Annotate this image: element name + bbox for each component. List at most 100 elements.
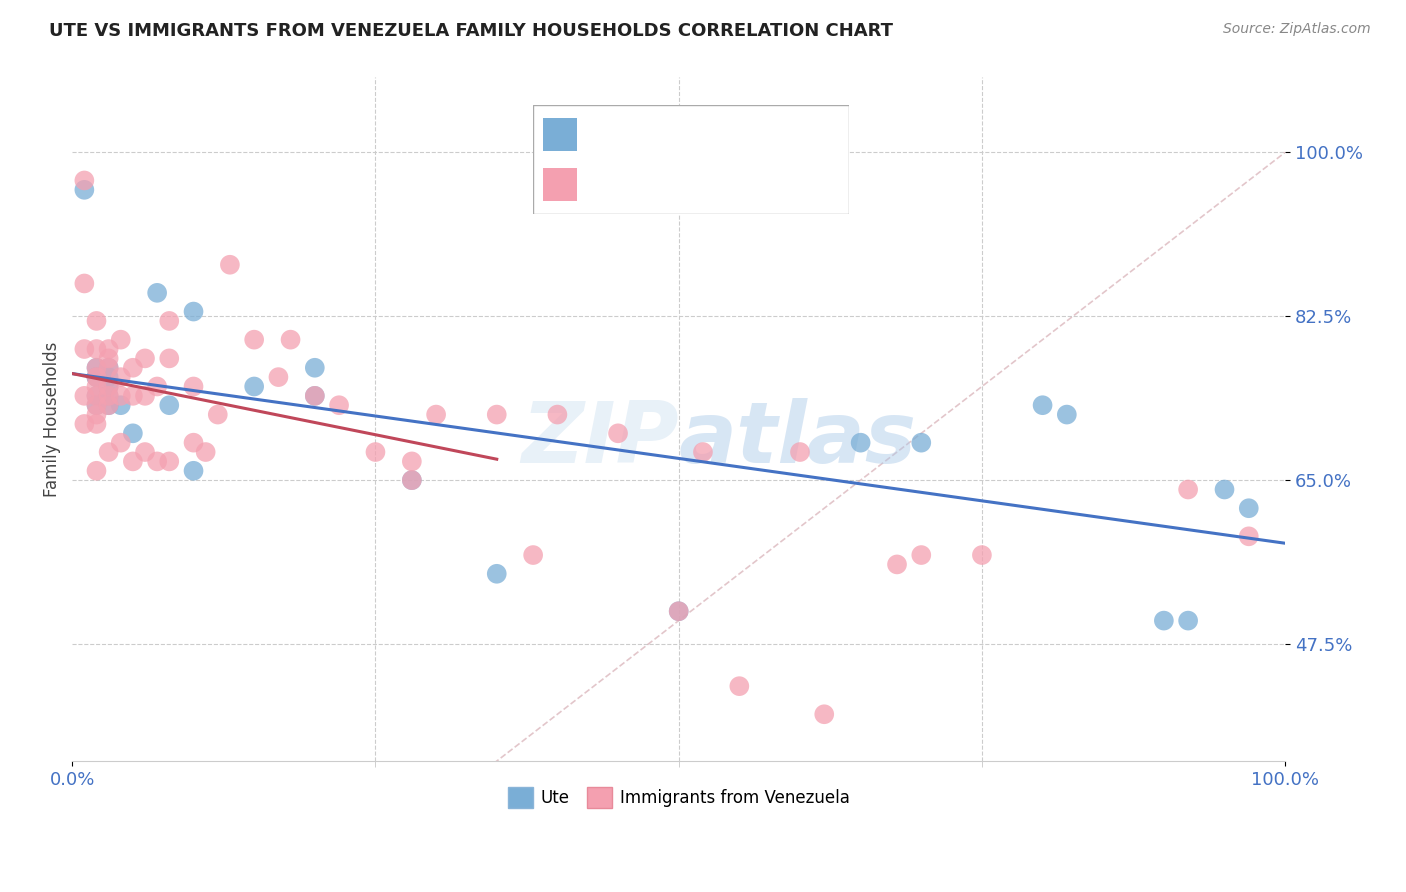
Point (157, 454, 180, 468)
Point (97, 379, 120, 393)
Point (522, 548, 544, 562)
Point (1177, 483, 1199, 497)
Text: ZIP: ZIP (522, 398, 679, 482)
Point (97, 360, 120, 375)
Point (1032, 398, 1054, 412)
Point (122, 426, 145, 441)
Point (86, 360, 108, 375)
Point (328, 398, 350, 412)
Point (73, 417, 96, 431)
Point (110, 333, 132, 347)
Point (110, 389, 132, 403)
Point (97, 351, 120, 366)
Point (425, 408, 447, 422)
Point (86, 360, 108, 375)
Y-axis label: Family Households: Family Households (44, 342, 60, 497)
Point (401, 473, 423, 487)
Point (134, 351, 156, 366)
Point (910, 548, 932, 562)
Point (97, 445, 120, 459)
Point (813, 707, 835, 722)
Point (219, 258, 242, 272)
Point (134, 445, 156, 459)
Point (73, 173, 96, 187)
Point (157, 314, 180, 328)
Point (97, 389, 120, 403)
Point (86, 370, 108, 384)
Point (122, 454, 145, 468)
Point (401, 454, 423, 468)
Point (97, 398, 120, 412)
Point (401, 473, 423, 487)
Point (110, 435, 132, 450)
Point (73, 342, 96, 356)
Point (86, 342, 108, 356)
Point (194, 445, 217, 459)
Point (122, 389, 145, 403)
Text: atlas: atlas (679, 398, 917, 482)
Point (97, 379, 120, 393)
Text: UTE VS IMMIGRANTS FROM VENEZUELA FAMILY HOUSEHOLDS CORRELATION CHART: UTE VS IMMIGRANTS FROM VENEZUELA FAMILY … (49, 22, 893, 40)
Point (97, 360, 120, 375)
Point (849, 435, 872, 450)
Point (886, 558, 908, 572)
Point (146, 454, 169, 468)
Point (73, 277, 96, 291)
Point (485, 566, 508, 581)
Point (1153, 614, 1175, 628)
Point (86, 389, 108, 403)
Point (607, 426, 630, 441)
Point (97, 398, 120, 412)
Point (280, 333, 302, 347)
Point (207, 408, 229, 422)
Point (970, 548, 993, 562)
Point (1056, 408, 1078, 422)
Point (1237, 529, 1260, 543)
Point (110, 370, 132, 384)
Point (86, 379, 108, 393)
Text: Source: ZipAtlas.com: Source: ZipAtlas.com (1223, 22, 1371, 37)
Point (73, 183, 96, 197)
Point (183, 379, 205, 393)
Point (668, 604, 690, 618)
Point (267, 370, 290, 384)
Point (668, 604, 690, 618)
Point (1177, 614, 1199, 628)
Point (485, 408, 508, 422)
Point (364, 445, 387, 459)
Point (73, 389, 96, 403)
Point (122, 360, 145, 375)
Point (86, 408, 108, 422)
Point (86, 314, 108, 328)
Point (86, 398, 108, 412)
Point (1213, 483, 1236, 497)
Point (134, 389, 156, 403)
Point (183, 435, 205, 450)
Point (86, 398, 108, 412)
Point (146, 285, 169, 300)
Point (910, 435, 932, 450)
Point (789, 445, 811, 459)
Point (86, 370, 108, 384)
Point (183, 304, 205, 318)
Point (546, 408, 568, 422)
Point (110, 398, 132, 412)
Point (304, 360, 326, 375)
Point (692, 445, 714, 459)
Point (97, 389, 120, 403)
Point (86, 464, 108, 478)
Point (1237, 501, 1260, 516)
Point (86, 370, 108, 384)
Point (157, 351, 180, 366)
Point (304, 389, 326, 403)
Point (86, 389, 108, 403)
Point (97, 342, 120, 356)
Point (183, 464, 205, 478)
Legend: Ute, Immigrants from Venezuela: Ute, Immigrants from Venezuela (501, 780, 856, 814)
Point (146, 379, 169, 393)
Point (243, 333, 266, 347)
Point (86, 417, 108, 431)
Point (304, 389, 326, 403)
Point (97, 370, 120, 384)
Point (157, 398, 180, 412)
